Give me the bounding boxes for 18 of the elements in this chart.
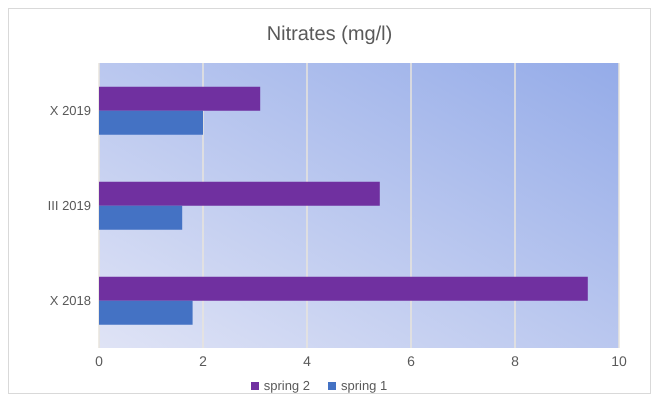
x-tick-label: 10 xyxy=(611,352,627,369)
bar xyxy=(99,276,588,301)
y-tick-label: III 2019 xyxy=(48,198,91,214)
bar xyxy=(99,182,380,206)
bar xyxy=(99,300,193,325)
x-tick-label: 8 xyxy=(511,352,520,369)
bar xyxy=(99,86,260,111)
bar xyxy=(99,110,203,135)
bar xyxy=(99,206,182,230)
legend-label: spring 1 xyxy=(340,378,388,393)
x-tick-label: 2 xyxy=(199,352,208,369)
x-tick-label: 0 xyxy=(95,352,104,369)
y-tick-label: X 2019 xyxy=(50,103,91,118)
x-tick-label: 6 xyxy=(407,352,416,369)
chart-title: Nitrates (mg/l) xyxy=(266,22,394,47)
x-tick-label: 4 xyxy=(303,352,312,369)
legend-label: spring 2 xyxy=(262,378,310,393)
y-tick-label: X 2018 xyxy=(50,293,91,308)
